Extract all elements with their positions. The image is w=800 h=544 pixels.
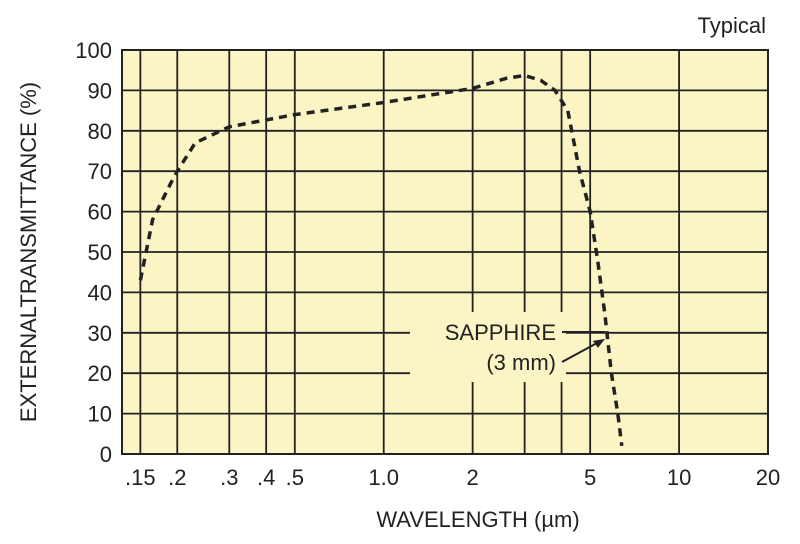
y-tick-label: 80 (88, 119, 112, 144)
plot-border (121, 49, 769, 455)
y-tick-label: 0 (100, 442, 112, 467)
label-arrow-head (592, 338, 605, 348)
y-tick-label: 100 (75, 38, 112, 63)
grid (122, 50, 768, 454)
x-tick-label: 20 (756, 465, 780, 490)
x-tick-label: .5 (286, 465, 304, 490)
series-label-line-1: SAPPHIRE (445, 320, 556, 345)
y-tick-label: 60 (88, 200, 112, 225)
label-arrow-shaft (561, 339, 602, 363)
y-tick-label: 90 (88, 78, 112, 103)
sapphire-line (138, 73, 624, 447)
x-tick-label: .15 (125, 465, 156, 490)
x-tick-labels: .15 .2 .3 .4 .5 1.0 2 5 10 20 (125, 465, 780, 490)
y-tick-label: 50 (88, 240, 112, 265)
y-tick-label: 20 (88, 361, 112, 386)
series-label-bg (410, 312, 566, 382)
y-tick-label: 70 (88, 159, 112, 184)
x-tick-label: 10 (667, 465, 691, 490)
y-tick-label: 10 (88, 402, 112, 427)
y-tick-label: 30 (88, 321, 112, 346)
series-label-line-2: (3 mm) (486, 350, 556, 375)
x-tick-label: .2 (168, 465, 186, 490)
y-tick-labels: 0 10 20 30 40 50 60 70 80 90 100 (75, 38, 112, 467)
x-tick-label: 2 (467, 465, 479, 490)
y-tick-label: 40 (88, 280, 112, 305)
series: SAPPHIRE (3 mm) (138, 73, 624, 447)
x-axis-title: WAVELENGTH (µm) (376, 507, 579, 532)
y-axis-title: EXTERNALTRANSMITTANCE (%) (16, 82, 41, 422)
chart-note: Typical (698, 13, 766, 38)
x-tick-label: .3 (220, 465, 238, 490)
x-tick-label: 5 (584, 465, 596, 490)
x-tick-label: .4 (257, 465, 275, 490)
x-tick-label: 1.0 (368, 465, 399, 490)
